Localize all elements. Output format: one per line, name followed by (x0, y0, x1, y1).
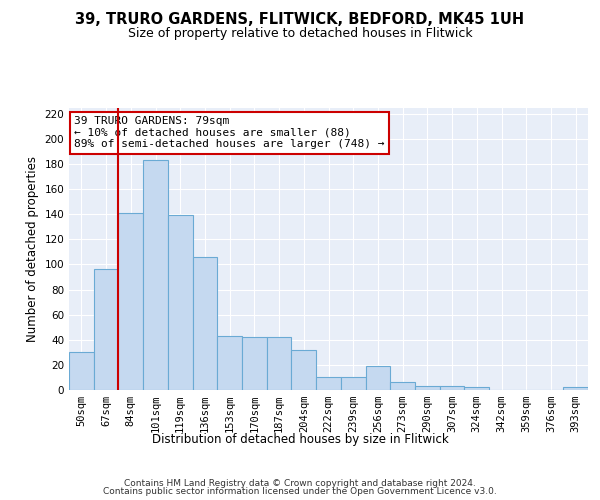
Bar (217, 336, 242, 390)
Bar (440, 386, 464, 390)
Text: 39 TRURO GARDENS: 79sqm
← 10% of detached houses are smaller (88)
89% of semi-de: 39 TRURO GARDENS: 79sqm ← 10% of detache… (74, 116, 385, 149)
Bar (143, 160, 168, 390)
Bar (341, 378, 365, 390)
Bar (193, 257, 217, 390)
Bar (267, 338, 292, 390)
Bar (168, 216, 193, 390)
Bar (316, 378, 341, 390)
Text: Contains public sector information licensed under the Open Government Licence v3: Contains public sector information licen… (103, 487, 497, 496)
Bar (464, 388, 489, 390)
Bar (69, 352, 94, 390)
Y-axis label: Number of detached properties: Number of detached properties (26, 156, 39, 342)
Bar (365, 366, 390, 390)
Bar (118, 213, 143, 390)
Bar (415, 386, 440, 390)
Bar (242, 338, 267, 390)
Text: Distribution of detached houses by size in Flitwick: Distribution of detached houses by size … (152, 432, 448, 446)
Bar (563, 388, 588, 390)
Bar (94, 270, 118, 390)
Text: Size of property relative to detached houses in Flitwick: Size of property relative to detached ho… (128, 28, 472, 40)
Bar (390, 382, 415, 390)
Bar (292, 350, 316, 390)
Text: Contains HM Land Registry data © Crown copyright and database right 2024.: Contains HM Land Registry data © Crown c… (124, 478, 476, 488)
Text: 39, TRURO GARDENS, FLITWICK, BEDFORD, MK45 1UH: 39, TRURO GARDENS, FLITWICK, BEDFORD, MK… (76, 12, 524, 28)
